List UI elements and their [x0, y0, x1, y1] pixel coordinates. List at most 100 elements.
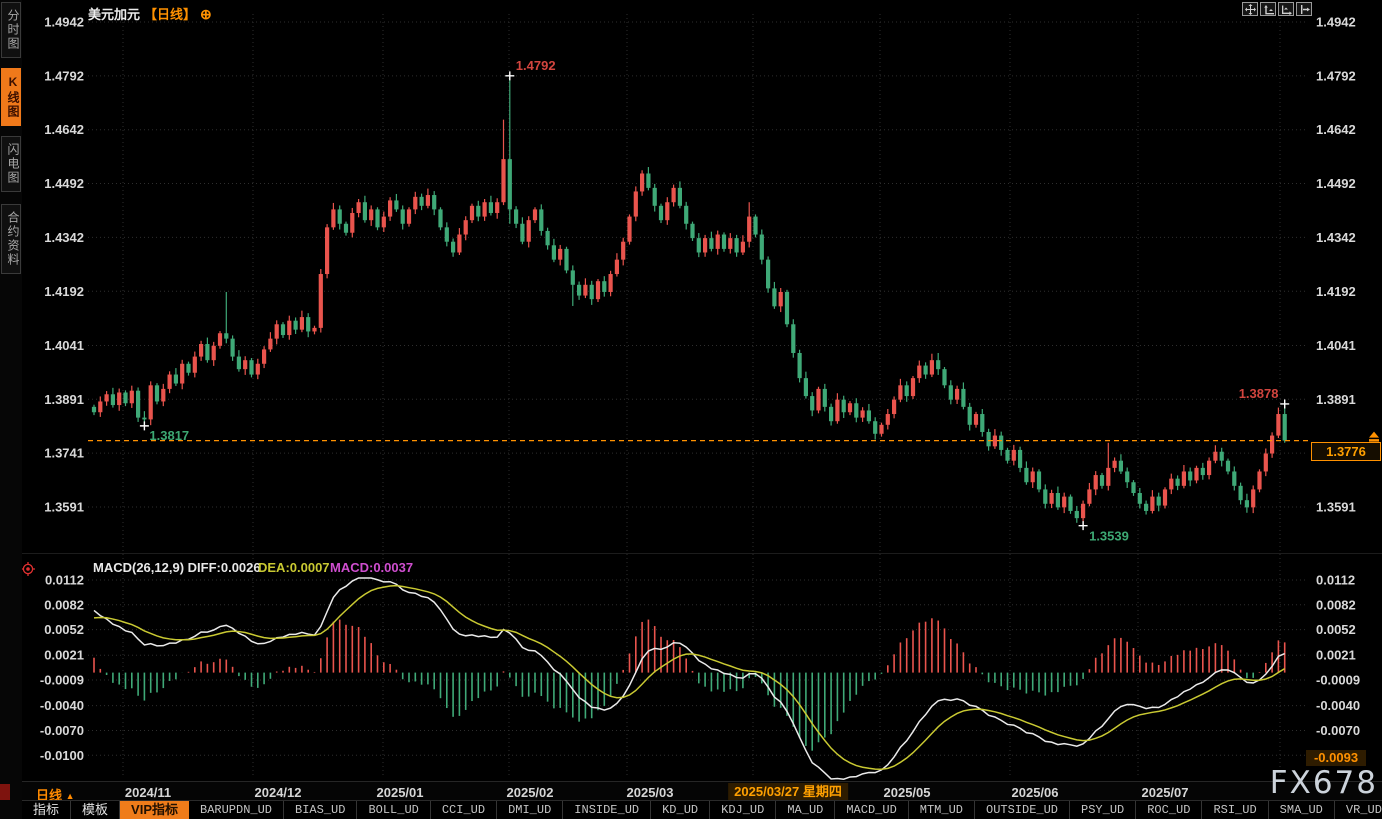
macd-value-label: MACD:0.0037 [330, 560, 414, 575]
sidebar-item-kline-chart[interactable]: K线图 [1, 68, 21, 126]
macd-axis-tick-left: -0.0100 [40, 748, 84, 763]
macd-axis-tick-left: -0.0070 [40, 723, 84, 738]
toolbar-item-psy_ud[interactable]: PSY_UD [1070, 801, 1137, 819]
price-axis-tick-right: 1.4942 [1316, 15, 1356, 30]
chart-title: 美元加元 【日线】 ⊕ [88, 4, 212, 23]
price-axis-tick-left: 1.4041 [44, 338, 84, 353]
price-axis-tick-left: 1.4492 [44, 176, 84, 191]
toolbar-item-inside_ud[interactable]: INSIDE_UD [563, 801, 652, 819]
toolbar-item-boll_ud[interactable]: BOLL_UD [357, 801, 431, 819]
pan-icon [1244, 3, 1256, 15]
toolbar-item-vip-[interactable]: VIP指标 [120, 801, 189, 819]
last-price-marker-icon [1369, 431, 1379, 442]
toolbar-item-cci_ud[interactable]: CCI_UD [431, 801, 498, 819]
toolbar-item-macd_ud[interactable]: MACD_UD [835, 801, 909, 819]
x-axis-tick-label: 2024/12 [254, 785, 302, 800]
macd-crosshair-value-box: -0.0093 [1306, 750, 1366, 766]
reset-axis-icon [1300, 4, 1310, 14]
price-annotation: 1.4792 [516, 58, 556, 73]
toolbar-item-vr_ud[interactable]: VR_UD [1335, 801, 1382, 819]
macd-axis-tick-right: -0.0040 [1316, 698, 1360, 713]
macd-axis-tick-left: 0.0082 [44, 597, 84, 612]
macd-axis-tick-right: 0.0112 [1316, 572, 1355, 587]
x-axis-tick-label: 2024/11 [124, 785, 172, 800]
toolbar-item-barupdn_ud[interactable]: BARUPDN_UD [189, 801, 285, 819]
price-axis-tick-right: 1.4642 [1316, 122, 1356, 137]
x-axis-tick-label: 2025/03 [626, 785, 674, 800]
y-axis-zoom-button[interactable] [1260, 2, 1276, 16]
macd-axis-tick-left: 0.0021 [44, 648, 84, 663]
macd-axis-tick-right: 0.0082 [1316, 597, 1356, 612]
toolbar-item-mtm_ud[interactable]: MTM_UD [909, 801, 975, 819]
price-axis-tick-right: 1.4342 [1316, 230, 1356, 245]
timeframe-tag: 【日线】 [144, 7, 197, 22]
pan-tool-button[interactable] [1242, 2, 1258, 16]
price-axis-tick-left: 1.4642 [44, 122, 84, 137]
left-sidebar: 分时图 K线图 闪电图 合约资料 [0, 0, 22, 819]
timeframe-label: 日线 [36, 788, 63, 803]
toolbar-item-sma_ud[interactable]: SMA_UD [1269, 801, 1335, 819]
price-axis-tick-right: 1.4492 [1316, 176, 1356, 191]
x-axis-zoom-icon [1281, 5, 1292, 15]
y-axis-zoom-icon [1263, 4, 1274, 14]
price-axis-tick-left: 1.4192 [44, 284, 84, 299]
macd-axis-tick-left: -0.0009 [40, 673, 84, 688]
macd-params-label: MACD(26,12,9) DIFF:0.0026 [93, 560, 261, 575]
macd-axis-tick-left: -0.0040 [40, 698, 84, 713]
x-axis-tick-label: 2025/07 [1141, 785, 1189, 800]
expand-icon[interactable]: ⊕ [200, 6, 212, 22]
price-axis-tick-left: 1.3591 [44, 500, 84, 515]
macd-axis-tick-left: 0.0112 [45, 572, 84, 587]
reset-axis-button[interactable] [1296, 2, 1312, 16]
macd-axis-tick-left: 0.0052 [44, 622, 84, 637]
toolbar-item-bias_ud[interactable]: BIAS_UD [284, 801, 358, 819]
timeframe-arrow-icon: ▲ [65, 791, 75, 801]
price-annotation: 1.3878 [1239, 386, 1279, 401]
sidebar-item-contract-info[interactable]: 合约资料 [1, 204, 21, 274]
toolbar-item--[interactable]: 指标 [22, 801, 72, 819]
price-axis-tick-right: 1.3591 [1316, 500, 1356, 515]
toolbar-item-dmi_ud[interactable]: DMI_UD [497, 801, 564, 819]
price-axis-tick-left: 1.3741 [44, 446, 84, 461]
chart-tools [1242, 2, 1312, 16]
sidebar-bottom-accent [0, 784, 10, 800]
toolbar-item-outside_ud[interactable]: OUTSIDE_UD [975, 801, 1071, 819]
indicator-toolbar: 指标 模板 VIP指标 BARUPDN_UD BIAS_UD BOLL_UD CCI_UD D… [22, 800, 1382, 819]
panel-divider [22, 553, 1382, 554]
macd-dea-label: DEA:0.0007 [258, 560, 330, 575]
macd-axis-tick-right: 0.0021 [1316, 648, 1356, 663]
macd-axis-tick-right: -0.0070 [1316, 723, 1360, 738]
price-axis-tick-right: 1.3891 [1316, 392, 1356, 407]
x-axis-tick-label: 2025/06 [1011, 785, 1059, 800]
toolbar-item-kdj_ud[interactable]: KDJ_UD [710, 801, 777, 819]
price-axis-tick-left: 1.3891 [44, 392, 84, 407]
price-axis-tick-right: 1.4041 [1316, 338, 1356, 353]
selected-date-box: 2025/03/27 星期四 [728, 783, 848, 800]
price-axis-tick-left: 1.4792 [44, 68, 84, 83]
indicator-settings-icon[interactable] [21, 562, 35, 576]
x-axis-tick-label: 2025/05 [883, 785, 931, 800]
price-axis-tick-right: 1.4792 [1316, 68, 1356, 83]
toolbar-item-rsi_ud[interactable]: RSI_UD [1202, 801, 1269, 819]
price-axis-tick-left: 1.4942 [44, 15, 84, 30]
macd-axis-tick-right: -0.0009 [1316, 673, 1360, 688]
price-axis-tick-left: 1.4342 [44, 230, 84, 245]
macd-label-row: MACD(26,12,9) DIFF:0.0026 DEA:0.0007 MAC… [0, 560, 1382, 578]
macd-diff-line [93, 577, 1286, 781]
last-price-box: 1.3776 [1311, 442, 1381, 461]
sidebar-item-lightning-chart[interactable]: 闪电图 [1, 136, 21, 192]
toolbar-item-ma_ud[interactable]: MA_UD [776, 801, 836, 819]
toolbar-item--[interactable]: 模板 [71, 801, 121, 819]
price-annotation: 1.3539 [1089, 529, 1129, 544]
x-axis-zoom-button[interactable] [1278, 2, 1294, 16]
macd-axis-tick-right: 0.0052 [1316, 622, 1356, 637]
toolbar-item-kd_ud[interactable]: KD_UD [651, 801, 711, 819]
price-axis-tick-right: 1.4192 [1316, 284, 1356, 299]
macd-dea-line [93, 584, 1286, 771]
x-axis-tick-label: 2025/01 [376, 785, 424, 800]
sidebar-item-time-chart[interactable]: 分时图 [1, 2, 21, 58]
price-annotation: 1.3817 [149, 428, 189, 443]
toolbar-item-roc_ud[interactable]: ROC_UD [1136, 801, 1203, 819]
